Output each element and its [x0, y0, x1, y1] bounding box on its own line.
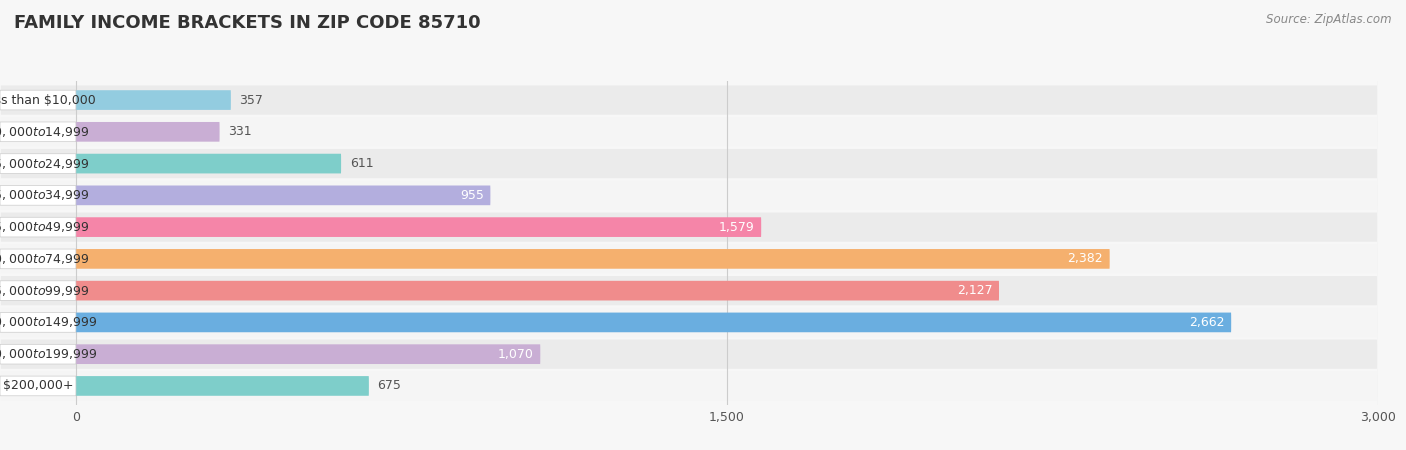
FancyBboxPatch shape [1, 86, 1376, 115]
FancyBboxPatch shape [0, 154, 76, 173]
Text: 955: 955 [460, 189, 484, 202]
FancyBboxPatch shape [0, 185, 76, 205]
FancyBboxPatch shape [1, 276, 1376, 305]
FancyBboxPatch shape [1, 181, 1376, 210]
FancyBboxPatch shape [76, 313, 1232, 332]
Text: 1,579: 1,579 [718, 220, 755, 234]
Text: $10,000 to $14,999: $10,000 to $14,999 [0, 125, 90, 139]
Text: 2,382: 2,382 [1067, 252, 1104, 266]
FancyBboxPatch shape [0, 313, 76, 332]
FancyBboxPatch shape [76, 217, 761, 237]
Text: 1,070: 1,070 [498, 348, 534, 361]
FancyBboxPatch shape [1, 149, 1376, 178]
Text: $200,000+: $200,000+ [3, 379, 73, 392]
Text: 675: 675 [378, 379, 402, 392]
Text: 611: 611 [350, 157, 374, 170]
FancyBboxPatch shape [1, 244, 1376, 274]
Text: Less than $10,000: Less than $10,000 [0, 94, 96, 107]
FancyBboxPatch shape [0, 281, 76, 301]
FancyBboxPatch shape [1, 340, 1376, 369]
FancyBboxPatch shape [1, 117, 1376, 146]
FancyBboxPatch shape [76, 376, 368, 396]
Text: 2,127: 2,127 [957, 284, 993, 297]
Text: $100,000 to $149,999: $100,000 to $149,999 [0, 315, 97, 329]
FancyBboxPatch shape [76, 122, 219, 142]
FancyBboxPatch shape [0, 249, 76, 269]
Text: $15,000 to $24,999: $15,000 to $24,999 [0, 157, 90, 171]
FancyBboxPatch shape [76, 90, 231, 110]
FancyBboxPatch shape [0, 90, 76, 110]
FancyBboxPatch shape [0, 122, 76, 142]
FancyBboxPatch shape [1, 212, 1376, 242]
FancyBboxPatch shape [76, 344, 540, 364]
Text: $75,000 to $99,999: $75,000 to $99,999 [0, 284, 90, 297]
FancyBboxPatch shape [1, 308, 1376, 337]
Text: $150,000 to $199,999: $150,000 to $199,999 [0, 347, 97, 361]
FancyBboxPatch shape [76, 185, 491, 205]
FancyBboxPatch shape [76, 154, 342, 173]
FancyBboxPatch shape [76, 281, 1000, 301]
FancyBboxPatch shape [1, 371, 1376, 400]
FancyBboxPatch shape [0, 376, 76, 396]
FancyBboxPatch shape [76, 249, 1109, 269]
FancyBboxPatch shape [0, 217, 76, 237]
Text: 331: 331 [228, 125, 252, 138]
Text: $50,000 to $74,999: $50,000 to $74,999 [0, 252, 90, 266]
Text: $25,000 to $34,999: $25,000 to $34,999 [0, 189, 90, 202]
Text: $35,000 to $49,999: $35,000 to $49,999 [0, 220, 90, 234]
Text: FAMILY INCOME BRACKETS IN ZIP CODE 85710: FAMILY INCOME BRACKETS IN ZIP CODE 85710 [14, 14, 481, 32]
Text: 357: 357 [239, 94, 263, 107]
Text: Source: ZipAtlas.com: Source: ZipAtlas.com [1267, 14, 1392, 27]
FancyBboxPatch shape [0, 344, 76, 364]
Text: 2,662: 2,662 [1189, 316, 1225, 329]
